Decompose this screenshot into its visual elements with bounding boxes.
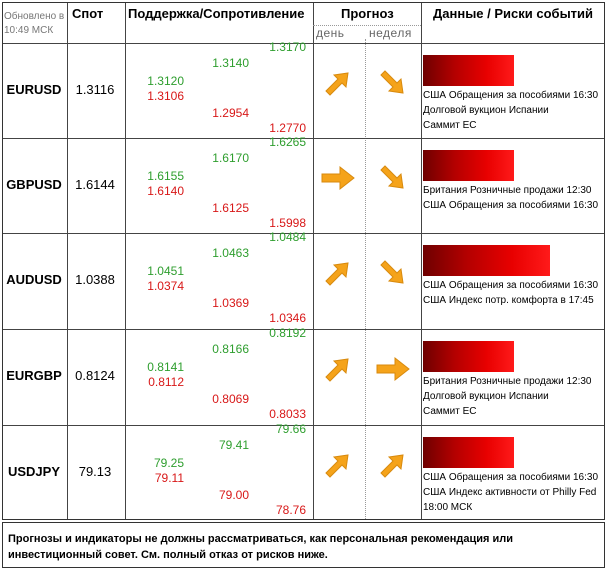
risk-bar xyxy=(423,341,514,372)
event-item: США Индекс потр. комфорта в 17:45 xyxy=(423,295,594,306)
header-forecast: Прогноз xyxy=(341,6,394,21)
support-resistance-1-low: 1.6140 xyxy=(147,184,184,198)
event-item: 18:00 МСК xyxy=(423,502,473,513)
support-resistance-3-high: 79.66 xyxy=(275,422,306,436)
support-resistance-3-high: 0.8192 xyxy=(269,326,306,340)
event-list: США Обращения за пособиями 16:30 США Инде… xyxy=(423,278,605,308)
support-resistance-1-low: 79.11 xyxy=(154,471,184,485)
support-resistance-2-high: 1.3140 xyxy=(212,56,249,70)
support-resistance-3-high: 1.3170 xyxy=(269,40,306,54)
arrow-up-right-icon xyxy=(375,451,411,479)
event-item: Саммит ЕС xyxy=(423,120,477,131)
spot-price: 1.3116 xyxy=(75,82,115,97)
support-resistance-2-low: 1.0369 xyxy=(212,296,249,310)
arrow-down-right-icon xyxy=(375,69,411,97)
col-divider xyxy=(421,3,422,519)
support-resistance-1-low: 0.8112 xyxy=(148,375,184,389)
event-item: Британия Розничные продажи 12:30 xyxy=(423,376,592,387)
support-resistance-3-high: 1.0484 xyxy=(269,230,306,244)
arrow-up-right-icon xyxy=(320,259,356,287)
support-resistance-3-low: 1.2770 xyxy=(269,121,306,135)
row-divider xyxy=(3,43,604,44)
support-resistance-3-low: 1.5998 xyxy=(269,216,306,230)
arrow-right-icon xyxy=(375,355,411,383)
support-resistance-2-high: 1.0463 xyxy=(212,246,249,260)
spot-price: 79.13 xyxy=(78,464,112,479)
support-resistance-1-high: 1.6155 xyxy=(147,169,184,183)
event-item: США Обращения за пособиями 16:30 xyxy=(423,90,599,101)
event-item: Долговой вукцион Испании xyxy=(423,391,549,402)
event-item: США Обращения за пособиями 16:30 xyxy=(423,200,599,211)
risk-bar xyxy=(423,55,514,86)
event-item: США Обращения за пособиями 16:30 xyxy=(423,280,599,291)
forecast-table xyxy=(2,2,605,520)
risk-bar xyxy=(423,245,550,276)
row-divider xyxy=(3,425,604,426)
disclaimer: Прогнозы и индикаторы не должны рассматр… xyxy=(2,522,605,568)
header-events: Данные / Риски событий xyxy=(433,6,594,21)
arrow-up-right-icon xyxy=(320,451,356,479)
support-resistance-3-low: 1.0346 xyxy=(269,311,306,325)
support-resistance-1-high: 79.25 xyxy=(153,456,184,470)
pair-name: USDJPY xyxy=(7,464,61,479)
support-resistance-2-high: 79.41 xyxy=(218,438,249,452)
arrow-up-right-icon xyxy=(320,69,356,97)
event-item: Долговой вукцион Испании xyxy=(423,105,549,116)
pair-name: EURGBP xyxy=(6,368,62,383)
arrow-up-right-icon xyxy=(320,355,356,383)
event-item: Саммит ЕС xyxy=(423,406,477,417)
event-list: Британия Розничные продажи 12:30 Долговой… xyxy=(423,374,605,419)
support-resistance-1-low: 1.3106 xyxy=(147,89,184,103)
support-resistance-1-high: 0.8141 xyxy=(147,360,184,374)
support-resistance-3-high: 1.6265 xyxy=(269,135,306,149)
pair-name: AUDUSD xyxy=(6,272,62,287)
risk-bar xyxy=(423,437,514,468)
event-list: США Обращения за пособиями 16:30 Долговой… xyxy=(423,88,605,133)
updated-time: Обновлено в 10:49 МСК xyxy=(4,11,65,36)
header-day: день xyxy=(316,26,345,40)
row-divider xyxy=(3,329,604,330)
support-resistance-2-high: 1.6170 xyxy=(212,151,249,165)
spot-price: 1.0388 xyxy=(75,272,115,287)
support-resistance-2-low: 1.6125 xyxy=(212,201,249,215)
row-divider xyxy=(3,138,604,139)
arrow-down-right-icon xyxy=(375,164,411,192)
support-resistance-2-low: 79.00 xyxy=(218,488,249,502)
support-resistance-2-low: 0.8069 xyxy=(212,392,249,406)
arrow-right-icon xyxy=(320,164,356,192)
support-resistance-1-high: 1.0451 xyxy=(147,264,184,278)
support-resistance-3-low: 0.8033 xyxy=(269,407,306,421)
support-resistance-1-low: 1.0374 xyxy=(147,279,184,293)
spot-price: 0.8124 xyxy=(75,368,115,383)
support-resistance-3-low: 78.76 xyxy=(275,503,306,517)
event-item: Британия Розничные продажи 12:30 xyxy=(423,185,592,196)
support-resistance-2-high: 0.8166 xyxy=(212,342,249,356)
col-divider xyxy=(67,3,68,519)
pair-name: EURUSD xyxy=(6,82,62,97)
header-week: неделя xyxy=(369,26,412,40)
header-support-resistance: Поддержка/Сопротивление xyxy=(128,6,305,21)
support-resistance-1-high: 1.3120 xyxy=(147,74,184,88)
row-divider xyxy=(3,233,604,234)
event-list: Британия Розничные продажи 12:30 США Обра… xyxy=(423,183,605,213)
spot-price: 1.6144 xyxy=(75,177,115,192)
forecast-sub-divider xyxy=(313,25,421,26)
col-divider xyxy=(125,3,126,519)
support-resistance-2-low: 1.2954 xyxy=(212,106,249,120)
event-item: США Обращения за пособиями 16:30 xyxy=(423,472,599,483)
event-list: США Обращения за пособиями 16:30 США Инде… xyxy=(423,470,605,515)
header-spot: Спот xyxy=(72,6,104,21)
col-divider xyxy=(313,3,314,519)
pair-name: GBPUSD xyxy=(6,177,62,192)
col-divider-dotted xyxy=(365,39,366,519)
risk-bar xyxy=(423,150,514,181)
event-item: США Индекс активности от Philly Fed xyxy=(423,487,597,498)
arrow-down-right-icon xyxy=(375,259,411,287)
